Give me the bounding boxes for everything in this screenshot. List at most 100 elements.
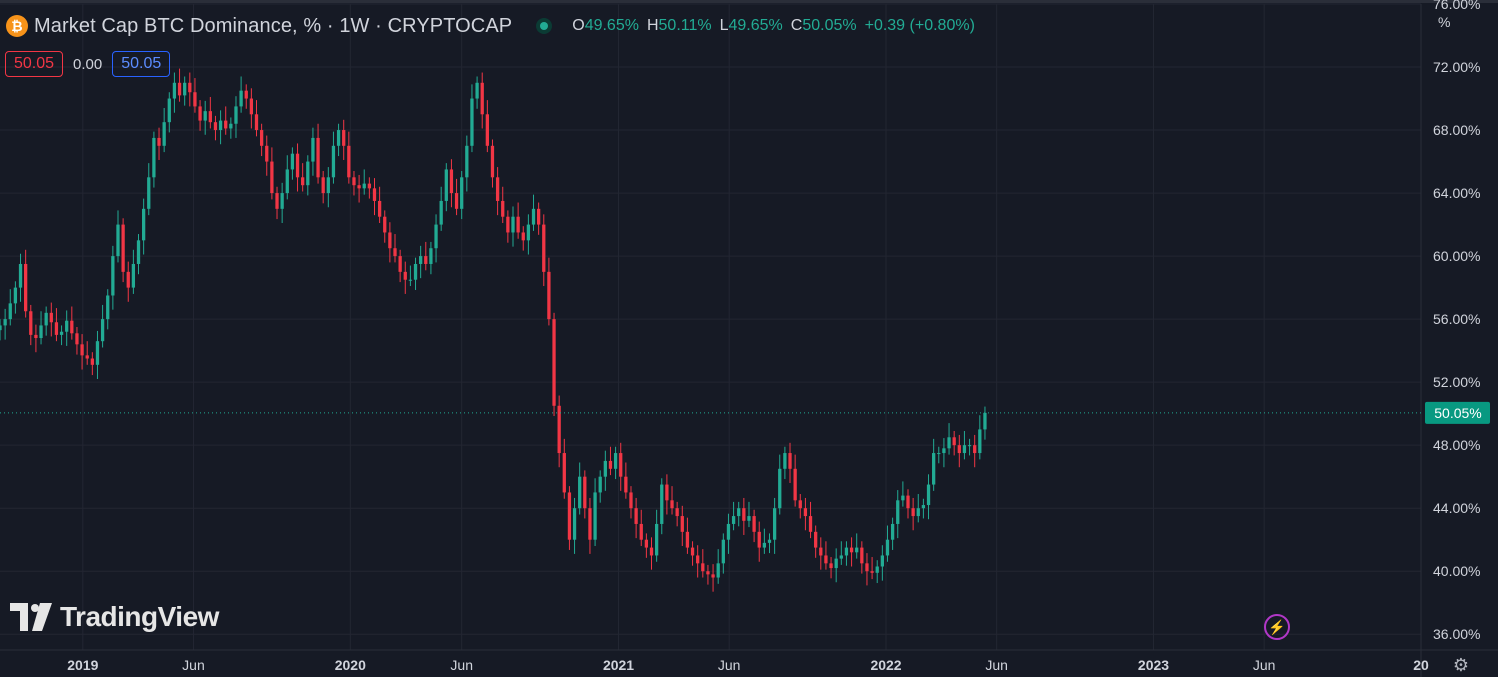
candle-body	[870, 571, 874, 573]
candle-body	[280, 193, 284, 209]
candle-body	[608, 460, 613, 469]
candle-body	[244, 90, 248, 99]
high-value: 50.11%	[658, 17, 712, 34]
close-label: C	[790, 17, 803, 34]
sell-button[interactable]: 50.05	[5, 51, 64, 77]
candle-body	[193, 92, 197, 107]
candle-body	[947, 437, 951, 449]
candle-body	[885, 539, 890, 556]
candle-body	[65, 320, 69, 332]
candle-body	[403, 271, 407, 280]
candle-body	[95, 341, 100, 365]
candle-body	[434, 224, 438, 249]
high-label: H	[646, 17, 659, 34]
candle-body	[229, 123, 233, 129]
candle-body	[906, 495, 910, 509]
x-tick-label: Jun	[1253, 657, 1276, 673]
tradingview-wordmark: TradingView	[60, 601, 219, 632]
candle-body	[249, 98, 254, 115]
candle-body	[39, 325, 43, 339]
candle-body	[849, 547, 854, 553]
x-tick-label: Jun	[985, 657, 1008, 673]
tradingview-mark-icon	[10, 603, 52, 631]
y-tick-label: 44.00%	[1433, 500, 1480, 516]
candle-body	[552, 319, 556, 406]
candle-body	[90, 358, 94, 365]
candle-body	[598, 476, 602, 493]
candle-body	[285, 169, 289, 194]
candle-body	[737, 508, 741, 517]
candle-body	[665, 484, 669, 501]
candle-body	[265, 145, 269, 162]
ohlc-values: O49.65% H50.11% L49.65% C50.05% +0.39 (+…	[572, 17, 975, 35]
candle-body	[890, 523, 895, 540]
candle-body	[506, 216, 510, 233]
candle-body	[460, 177, 464, 209]
candle-body	[126, 271, 130, 288]
candle-body	[377, 200, 382, 217]
candle-body	[121, 224, 125, 272]
x-tick-label: 2023	[1138, 657, 1169, 673]
candle-body	[424, 256, 428, 264]
candle-body	[270, 161, 274, 194]
candle-body	[639, 523, 643, 540]
bolt-icon[interactable]: ⚡	[1264, 614, 1290, 640]
y-tick-label: 48.00%	[1433, 437, 1480, 453]
candle-body	[967, 445, 972, 447]
candle-body	[716, 563, 720, 578]
candle-body	[844, 547, 849, 556]
candle-body	[932, 453, 936, 485]
candle-body	[613, 453, 618, 469]
candle-body	[470, 98, 474, 146]
symbol-title[interactable]: Market Cap BTC Dominance, % · 1W · CRYPT…	[34, 14, 513, 37]
tradingview-logo[interactable]: TradingView	[10, 601, 219, 633]
candle-body	[408, 279, 413, 281]
candle-body	[937, 453, 941, 455]
candle-body	[629, 492, 633, 509]
candle-body	[172, 82, 177, 99]
last-price-box	[1425, 401, 1490, 424]
candle-body	[593, 492, 597, 540]
market-status-icon[interactable]	[536, 18, 553, 34]
y-tick-label: 68.00%	[1433, 122, 1480, 138]
candle-body	[783, 453, 787, 469]
candle-body	[100, 319, 105, 342]
buy-button[interactable]: 50.05	[112, 51, 171, 77]
candle-body	[413, 263, 418, 280]
candle-body	[973, 445, 977, 454]
gear-icon[interactable]: ⚙	[1452, 655, 1470, 675]
candle-body	[136, 240, 141, 264]
candle-body	[439, 200, 443, 225]
candle-body	[485, 114, 489, 146]
candle-body	[18, 263, 23, 288]
candle-body	[511, 216, 515, 233]
candle-body	[829, 563, 833, 569]
candle-body	[29, 311, 33, 335]
candle-body	[75, 333, 79, 345]
y-tick-label: 56.00%	[1433, 311, 1480, 327]
candle-body	[429, 248, 433, 264]
candle-body	[398, 256, 402, 272]
candle-body	[213, 122, 218, 131]
candle-body	[336, 130, 341, 146]
candle-body	[331, 145, 336, 178]
candle-body	[372, 188, 377, 201]
axis-unit-label[interactable]: %	[1438, 14, 1451, 30]
candle-body	[367, 183, 371, 189]
candle-body	[475, 82, 479, 99]
x-tick-label: 2021	[603, 657, 634, 673]
candle-body	[726, 523, 731, 540]
candle-body	[203, 111, 207, 121]
x-tick-label: 2022	[870, 657, 901, 673]
candle-body	[962, 445, 967, 454]
candle-body	[531, 208, 536, 225]
candle-body	[393, 248, 397, 257]
candle-body	[326, 177, 330, 194]
candle-body	[111, 256, 115, 296]
candle-body	[254, 114, 259, 131]
candle-body	[342, 130, 346, 146]
candle-body	[757, 531, 761, 548]
candle-body	[85, 355, 89, 359]
